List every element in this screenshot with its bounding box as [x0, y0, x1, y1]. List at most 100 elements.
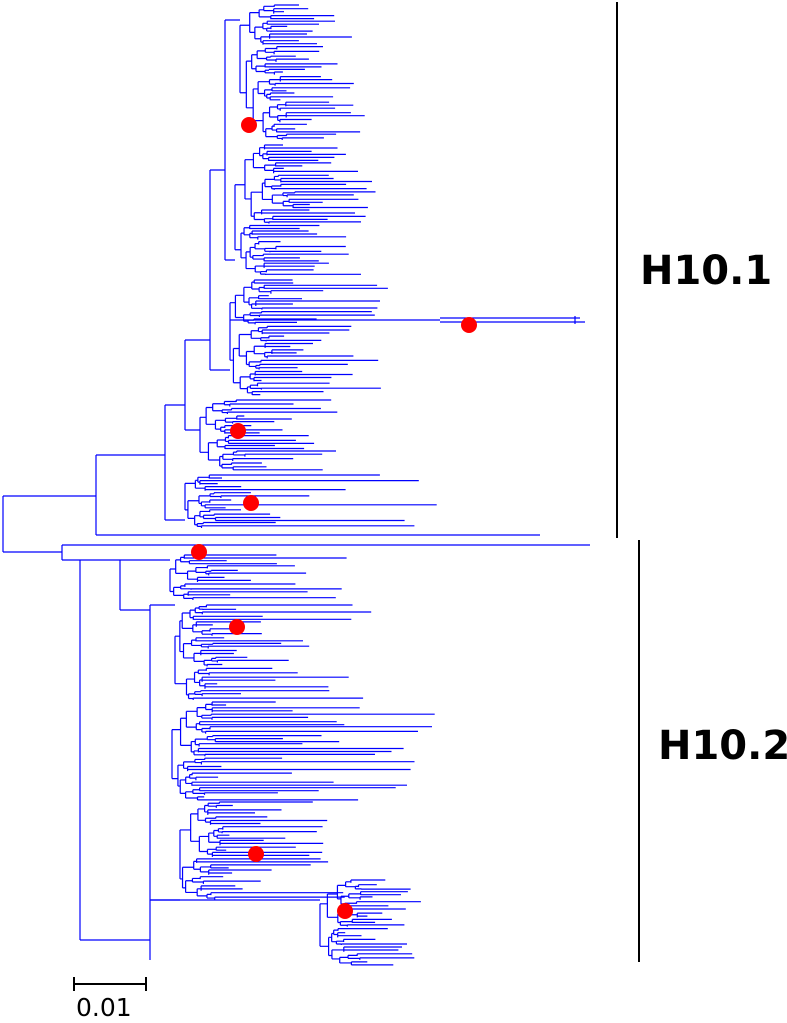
tree-branch — [192, 615, 352, 620]
tree-branch — [193, 750, 205, 756]
tree-branch — [206, 663, 223, 667]
tree-branch — [261, 209, 355, 215]
tree-branch — [179, 779, 186, 794]
tree-branch — [183, 593, 193, 599]
tree-branch — [339, 921, 353, 926]
tree-branch — [192, 789, 205, 794]
tree-branch — [223, 400, 237, 406]
tree-branch — [258, 295, 302, 300]
tree-branch — [288, 198, 359, 203]
tree-branch — [182, 761, 195, 769]
tree-branch — [269, 250, 322, 253]
tree-branch — [229, 403, 294, 407]
scale-bar-label: 0.01 — [76, 993, 132, 1022]
tree-branch — [262, 153, 269, 160]
red-marker — [243, 495, 259, 511]
tree-branch — [264, 178, 275, 188]
tree-branch — [260, 337, 269, 342]
tree-branch — [275, 58, 309, 62]
tree-branch — [268, 68, 305, 70]
tree-branch — [215, 656, 248, 659]
tree-branch — [221, 409, 232, 414]
tree-branch — [257, 236, 347, 240]
tree-branch — [208, 474, 380, 479]
tree-branch — [230, 407, 321, 411]
tree-branch — [200, 649, 237, 656]
tree-branch — [199, 787, 396, 792]
tree-branch — [249, 384, 262, 389]
tree-branch — [249, 224, 320, 230]
tree-branch — [175, 559, 188, 574]
tree-branch — [268, 221, 361, 224]
tree-branch — [183, 554, 347, 559]
tree-branch — [204, 757, 283, 760]
tree-branch — [190, 740, 196, 753]
tree-branch — [200, 525, 415, 528]
tree-branch — [210, 864, 311, 869]
tree-branch — [201, 714, 213, 719]
tree-branch — [207, 802, 220, 807]
tree-branch — [254, 26, 263, 40]
tree-branch — [343, 946, 402, 952]
red-marker — [191, 544, 207, 560]
tree-branch — [345, 881, 356, 888]
tree-branch — [179, 556, 190, 563]
tree-branch — [245, 60, 254, 109]
tree-branch — [277, 174, 329, 177]
tree-branch — [263, 257, 319, 262]
tree-branch — [204, 817, 216, 823]
tree-branch — [200, 501, 210, 507]
tree-branch — [205, 703, 213, 711]
tree-branch — [262, 40, 317, 45]
tree-branch — [201, 630, 213, 635]
tree-branch — [184, 482, 196, 511]
tree-branch — [292, 203, 368, 209]
tree-branch — [181, 612, 193, 629]
tree-branch — [268, 156, 335, 161]
tree-branch — [285, 133, 337, 136]
tree-branch — [218, 801, 313, 804]
tree-branch — [194, 758, 205, 764]
tree-branch — [282, 192, 295, 197]
tree-branch — [195, 621, 261, 627]
tree-branch — [206, 893, 215, 899]
tree-branch — [209, 493, 221, 498]
tree-branch — [276, 134, 287, 140]
tree-branch — [197, 669, 210, 675]
tree-branch — [253, 279, 294, 284]
tree-branch — [257, 327, 268, 333]
red-marker — [337, 903, 353, 919]
tree-branch — [179, 717, 192, 746]
tree-branch — [262, 253, 349, 256]
tree-branch — [281, 137, 324, 140]
tree-branch — [258, 367, 298, 370]
tree-branch — [192, 597, 336, 600]
tree-branch — [266, 150, 346, 156]
tree-branch — [210, 569, 238, 572]
tree-branch — [209, 509, 241, 513]
tree-branch — [243, 286, 252, 303]
tree-branch — [270, 290, 324, 294]
tree-branch — [190, 588, 342, 590]
tree-branch — [275, 162, 332, 167]
tree-branch — [263, 284, 388, 289]
tree-branch — [273, 4, 299, 7]
tree-branch — [251, 230, 318, 235]
tree-branch — [222, 826, 323, 830]
tree-branch — [347, 905, 389, 907]
tree-branch — [350, 961, 394, 966]
tree-branch — [195, 566, 208, 574]
tree-branch — [234, 184, 245, 251]
tree-branch — [95, 454, 540, 536]
tree-branch — [285, 112, 365, 118]
tree-branch — [245, 350, 255, 366]
tree-branch — [273, 175, 281, 181]
tree-branch — [203, 792, 278, 795]
tree-branch — [254, 242, 265, 250]
tree-branch — [229, 302, 236, 361]
tree-branch — [272, 215, 366, 220]
tree-branch — [258, 9, 271, 18]
tree-branch — [204, 486, 346, 491]
tree-branch — [196, 523, 204, 527]
